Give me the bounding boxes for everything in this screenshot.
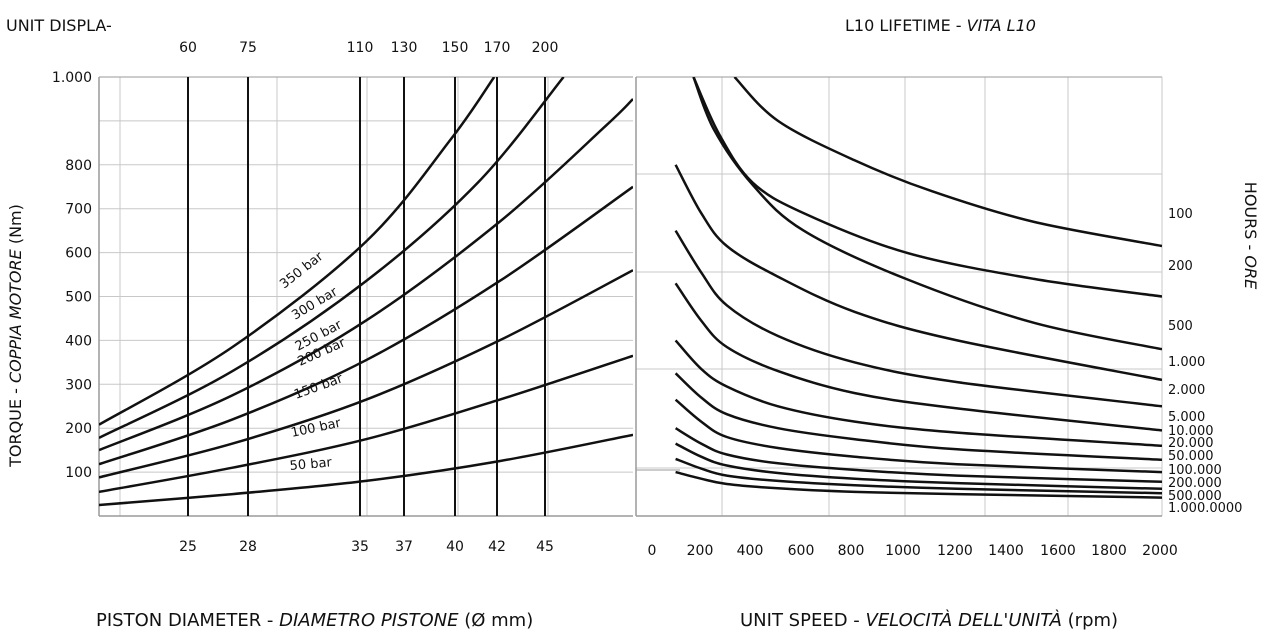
hours-label: 1.000	[1168, 355, 1205, 370]
speed-tick-label: 400	[737, 543, 764, 559]
lifetime-title-text: L10 LIFETIME -	[845, 16, 967, 35]
y-tick-label: 200	[65, 421, 92, 437]
diameter-tick-label: 25	[179, 539, 197, 555]
speed-tick-label: 1600	[1040, 543, 1076, 559]
lifetime-curve	[674, 372, 1162, 462]
displacement-tick-label: 170	[484, 40, 511, 56]
displacement-tick-label: 75	[239, 40, 257, 56]
torque-label-text: TORQUE -	[6, 383, 25, 467]
hours-label: 500.000	[1168, 489, 1222, 504]
pressure-curve	[99, 269, 633, 479]
speed-tick-label: 1400	[988, 543, 1024, 559]
pressure-label: 350 bar	[277, 249, 327, 292]
lifetime-curve	[674, 398, 1162, 474]
lifetime-title: L10 LIFETIME - VITA L10	[845, 16, 1036, 35]
lifetime-curve	[674, 339, 1162, 448]
hours-label-italic: ORE	[1241, 255, 1260, 290]
displacement-tick-label: 110	[347, 40, 374, 56]
pressure-curve	[99, 185, 633, 466]
hours-label: 200.000	[1168, 476, 1222, 491]
speed-tick-label: 2000	[1142, 543, 1178, 559]
diameter-tick-label: 35	[351, 539, 369, 555]
y-tick-label: 400	[65, 333, 92, 349]
diameter-tick-label: 45	[536, 539, 554, 555]
pressure-curve	[99, 98, 633, 452]
speed-label-text: UNIT SPEED -	[740, 610, 866, 631]
right-plot-panel: 0 200 400 600 800 1000 1200 1400 1600 1800 2000 100…	[635, 76, 1242, 559]
diameter-tick-label: 28	[239, 539, 257, 555]
y-tick-label: 100	[65, 465, 92, 481]
hours-label: 2.000	[1168, 383, 1205, 398]
speed-unit: (rpm)	[1061, 610, 1119, 631]
y-tick-label: 1.000	[52, 70, 92, 86]
diameter-tick-label: 37	[395, 539, 413, 555]
hours-label: 20.000	[1168, 436, 1214, 451]
pressure-label: 100 bar	[290, 416, 343, 441]
pressure-curves	[99, 77, 633, 507]
hours-label: 1.000.0000	[1168, 501, 1242, 516]
lifetime-curve	[692, 77, 1162, 351]
lifetime-curve	[692, 77, 1162, 298]
pressure-label: 50 bar	[289, 455, 333, 474]
lifetime-curve	[674, 164, 1162, 382]
speed-tick-label: 800	[838, 543, 865, 559]
piston-unit: (Ø mm)	[458, 610, 534, 631]
pressure-label: 150 bar	[292, 371, 345, 403]
y-tick-label: 500	[65, 290, 92, 306]
hours-label: 5.000	[1168, 410, 1205, 425]
y-tick-label: 800	[65, 158, 92, 174]
piston-label-text: PISTON DIAMETER -	[96, 610, 280, 631]
speed-tick-label: 1000	[885, 543, 921, 559]
pressure-curve	[99, 433, 633, 507]
lifetime-curve	[674, 427, 1162, 484]
displacement-tick-label: 130	[391, 40, 418, 56]
left-plot-panel: 100 200 300 400 500 600 700 800 1.000 25 28 35 37 40 4…	[52, 40, 633, 555]
y-tick-label: 700	[65, 202, 92, 218]
speed-label-italic: VELOCITÀ DELL'UNITÀ	[865, 610, 1062, 631]
unit-displacement-label: UNIT DISPLA-	[6, 16, 112, 35]
speed-tick-label: 200	[687, 543, 714, 559]
torque-unit: (Nm)	[6, 204, 25, 250]
speed-tick-label: 1200	[937, 543, 973, 559]
y-tick-label: 600	[65, 246, 92, 262]
lifetime-curve	[675, 470, 1162, 499]
hours-label: 100.000	[1168, 463, 1222, 478]
hours-label-text: HOURS -	[1241, 181, 1260, 256]
speed-tick-label: 600	[788, 543, 815, 559]
displacement-tick-label: 60	[179, 40, 197, 56]
hours-label: 10.000	[1168, 424, 1214, 439]
unit-speed-label: UNIT SPEED - VELOCITÀ DELL'UNITÀ (rpm)	[740, 610, 1118, 631]
hours-label: 200	[1168, 259, 1193, 274]
piston-diameter-label: PISTON DIAMETER - DIAMETRO PISTONE (Ø mm…	[96, 610, 533, 631]
y-tick-label: 300	[65, 377, 92, 393]
speed-tick-label: 1800	[1091, 543, 1127, 559]
pressure-curve	[99, 77, 565, 440]
hours-axis-label: HOURS - ORE	[1241, 182, 1260, 289]
torque-axis-label: TORQUE - COPPIA MOTORE (Nm)	[6, 204, 25, 467]
displacement-tick-label: 150	[442, 40, 469, 56]
lifetime-curve	[675, 457, 1162, 495]
displacement-tick-label: 200	[532, 40, 559, 56]
hours-label: 100	[1168, 207, 1193, 222]
hours-label: 500	[1168, 319, 1193, 334]
piston-label-italic: DIAMETRO PISTONE	[279, 610, 459, 631]
hours-label: 50.000	[1168, 449, 1214, 464]
lifetime-curve	[674, 229, 1162, 408]
diameter-tick-label: 40	[446, 539, 464, 555]
lifetime-curve	[674, 282, 1162, 432]
lifetime-curves	[674, 77, 1162, 499]
lifetime-curve	[733, 77, 1162, 248]
lifetime-curve	[675, 442, 1162, 491]
speed-tick-label: 0	[648, 543, 657, 559]
pressure-curve	[99, 77, 496, 426]
lifetime-title-italic: VITA L10	[966, 16, 1036, 35]
torque-label-italic: COPPIA MOTORE	[6, 249, 25, 384]
pressure-curve	[99, 354, 633, 494]
diameter-tick-label: 42	[488, 539, 506, 555]
